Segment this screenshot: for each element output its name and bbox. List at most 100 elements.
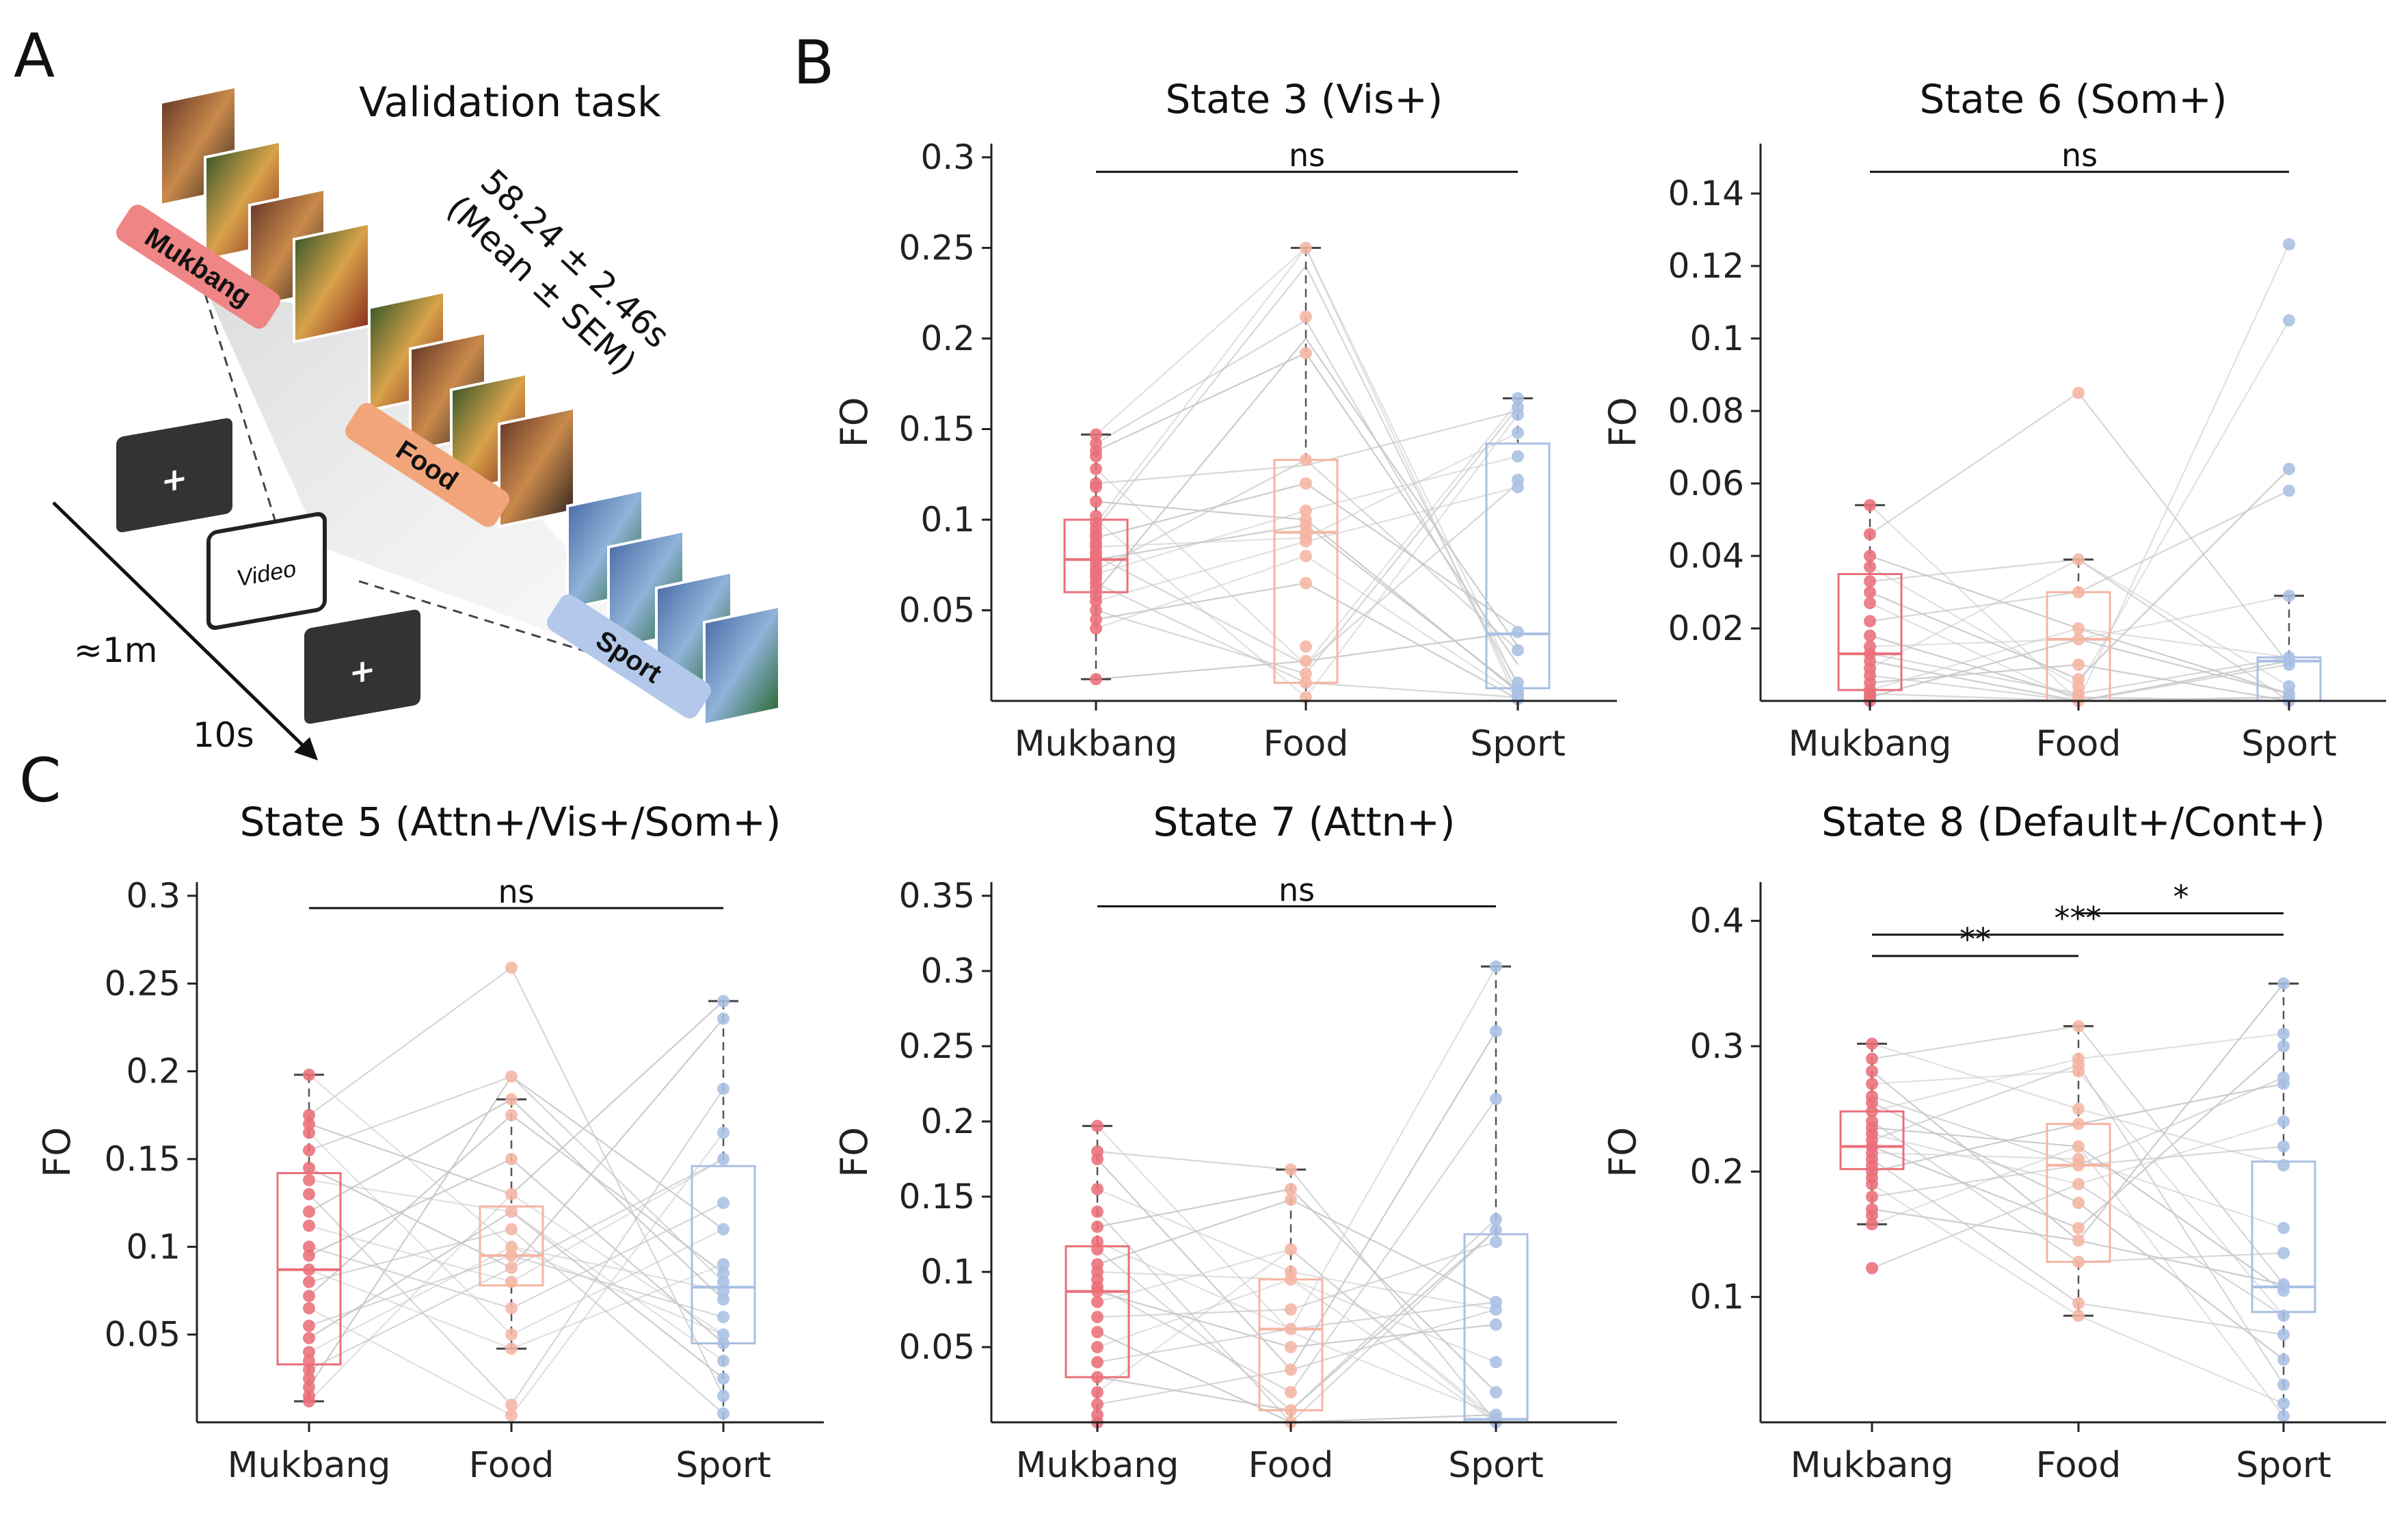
x-tick-label: Sport — [2236, 1445, 2331, 1486]
data-point — [2283, 462, 2295, 475]
timeline-arrowhead — [294, 737, 318, 760]
data-point — [717, 1266, 730, 1279]
data-point — [1866, 1052, 1878, 1065]
y-tick-label: 0.4 — [1689, 901, 1744, 941]
x-tick-label: Food — [2036, 1445, 2122, 1486]
data-point — [1090, 622, 1102, 635]
data-point — [2072, 1020, 2085, 1033]
data-point — [303, 1249, 315, 1262]
data-point — [303, 1275, 315, 1288]
data-point — [1285, 1303, 1297, 1316]
y-axis-label: FO — [1601, 1127, 1644, 1178]
data-point — [2072, 633, 2085, 646]
x-tick-label: Food — [1263, 723, 1349, 764]
data-point — [1866, 1218, 1878, 1231]
task-title: Validation task — [359, 79, 661, 127]
x-tick-label: Mukbang — [1791, 1445, 1954, 1486]
series-food — [2046, 386, 2111, 707]
data-point — [717, 1284, 730, 1297]
data-point — [303, 1188, 315, 1201]
data-point — [303, 1355, 315, 1368]
y-tick-label: 0.3 — [920, 951, 975, 991]
data-point — [717, 1082, 730, 1095]
data-point — [1864, 575, 1876, 588]
significance-label: ns — [498, 873, 534, 910]
data-point — [1091, 1119, 1103, 1132]
projection-guide-top — [204, 293, 276, 520]
data-point — [1091, 1386, 1103, 1398]
data-point — [1091, 1296, 1103, 1308]
data-point — [1300, 453, 1312, 466]
data-point — [1091, 1206, 1103, 1218]
data-point — [1090, 450, 1102, 463]
data-point — [1285, 1322, 1297, 1335]
data-point — [1091, 1356, 1103, 1368]
food-frames — [368, 290, 576, 529]
chart-title: State 8 (Default+/Cont+) — [1821, 799, 2325, 845]
data-point — [717, 1355, 730, 1368]
data-point — [1090, 613, 1102, 626]
x-tick-label: Sport — [1448, 1445, 1544, 1486]
data-point — [1090, 481, 1102, 494]
y-tick-label: 0.2 — [920, 1102, 975, 1141]
y-tick-label: 0.04 — [1668, 536, 1744, 576]
data-point — [1090, 462, 1102, 475]
data-point — [1490, 1025, 1502, 1037]
data-point — [505, 1409, 518, 1422]
series-sport — [1463, 960, 1529, 1428]
data-point — [717, 1337, 730, 1350]
data-point — [1866, 1096, 1878, 1109]
data-point — [1512, 481, 1524, 494]
data-point — [2277, 1409, 2290, 1422]
y-tick-label: 0.15 — [105, 1139, 180, 1179]
data-point — [1091, 1311, 1103, 1323]
data-point — [1300, 676, 1312, 689]
paired-line — [1095, 319, 1519, 684]
data-point — [1490, 960, 1502, 973]
data-point — [505, 1240, 518, 1253]
series-food — [1258, 1163, 1324, 1428]
data-point — [2072, 1178, 2085, 1191]
data-point — [1864, 560, 1876, 573]
x-tick-label: Mukbang — [228, 1445, 391, 1486]
data-point — [1091, 1371, 1103, 1383]
data-point — [1300, 477, 1312, 490]
data-point — [2072, 586, 2085, 598]
data-point — [2277, 1284, 2290, 1297]
data-point — [1300, 535, 1312, 548]
data-point — [1490, 1236, 1502, 1248]
data-point — [1090, 495, 1102, 508]
x-tick-label: Sport — [675, 1445, 771, 1486]
y-axis-label: FO — [1601, 397, 1644, 448]
chart-state-5: State 5 (Attn+/Vis+/Som+) FO 0.05 0.1 0.15 0.… — [36, 799, 824, 1486]
data-point — [2277, 1353, 2290, 1366]
data-point — [505, 1342, 518, 1355]
significance-label: ** — [1959, 921, 1991, 958]
paired-line — [308, 1132, 724, 1417]
mukbang-frames — [159, 85, 371, 344]
data-point — [2277, 1040, 2290, 1052]
series-mukbang — [1063, 428, 1129, 686]
data-point — [1091, 1285, 1103, 1298]
paired-line — [308, 1210, 724, 1379]
data-point — [1300, 504, 1312, 517]
data-point — [505, 1206, 518, 1218]
x-tick-label: Sport — [2241, 723, 2337, 764]
data-point — [2072, 1296, 2085, 1309]
data-point — [303, 1331, 315, 1344]
x-tick-label: Mukbang — [1016, 1445, 1179, 1486]
sport-frames — [566, 488, 781, 727]
data-point — [505, 1108, 518, 1121]
data-point — [1866, 1105, 1878, 1118]
y-tick-label: 0.06 — [1668, 464, 1744, 503]
data-point — [1490, 1093, 1502, 1105]
data-point — [1300, 667, 1312, 680]
y-tick-label: 0.2 — [1689, 1152, 1744, 1191]
data-point — [1512, 626, 1524, 639]
data-point — [1866, 1262, 1878, 1275]
data-point — [1091, 1243, 1103, 1255]
data-point — [2072, 1255, 2085, 1268]
data-point — [303, 1364, 315, 1376]
y-tick-label: 0.02 — [1668, 609, 1744, 648]
y-tick-label: 0.05 — [105, 1315, 180, 1355]
